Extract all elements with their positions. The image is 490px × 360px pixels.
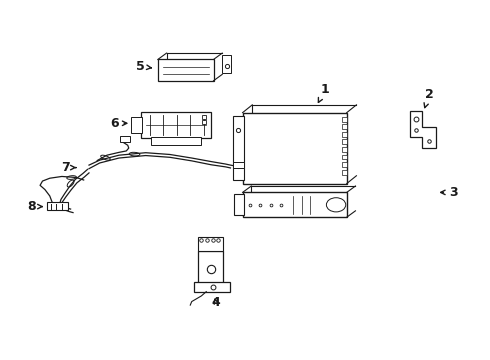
- Bar: [233, 116, 244, 180]
- Bar: [342, 117, 347, 122]
- Bar: [234, 194, 244, 215]
- Bar: [243, 113, 347, 184]
- Bar: [342, 124, 347, 129]
- Bar: [342, 147, 347, 152]
- Bar: [342, 170, 347, 175]
- Bar: [158, 59, 214, 81]
- Text: 4: 4: [212, 296, 220, 309]
- Bar: [48, 202, 68, 210]
- Bar: [198, 238, 223, 251]
- Polygon shape: [410, 111, 437, 148]
- Bar: [121, 136, 130, 142]
- Bar: [233, 162, 244, 168]
- Bar: [131, 117, 142, 133]
- Bar: [222, 55, 231, 73]
- Bar: [243, 192, 347, 217]
- Bar: [141, 112, 211, 138]
- Bar: [342, 162, 347, 167]
- Bar: [342, 132, 347, 137]
- Circle shape: [326, 198, 346, 212]
- Text: 1: 1: [318, 83, 329, 103]
- Bar: [342, 139, 347, 144]
- Text: 3: 3: [441, 186, 458, 199]
- Text: 2: 2: [424, 89, 434, 108]
- Text: 6: 6: [110, 117, 127, 130]
- Text: 8: 8: [27, 200, 42, 213]
- Text: 7: 7: [61, 161, 76, 174]
- Bar: [150, 138, 201, 145]
- Bar: [342, 154, 347, 159]
- Bar: [198, 251, 223, 284]
- Text: 5: 5: [137, 60, 151, 73]
- Bar: [194, 282, 230, 292]
